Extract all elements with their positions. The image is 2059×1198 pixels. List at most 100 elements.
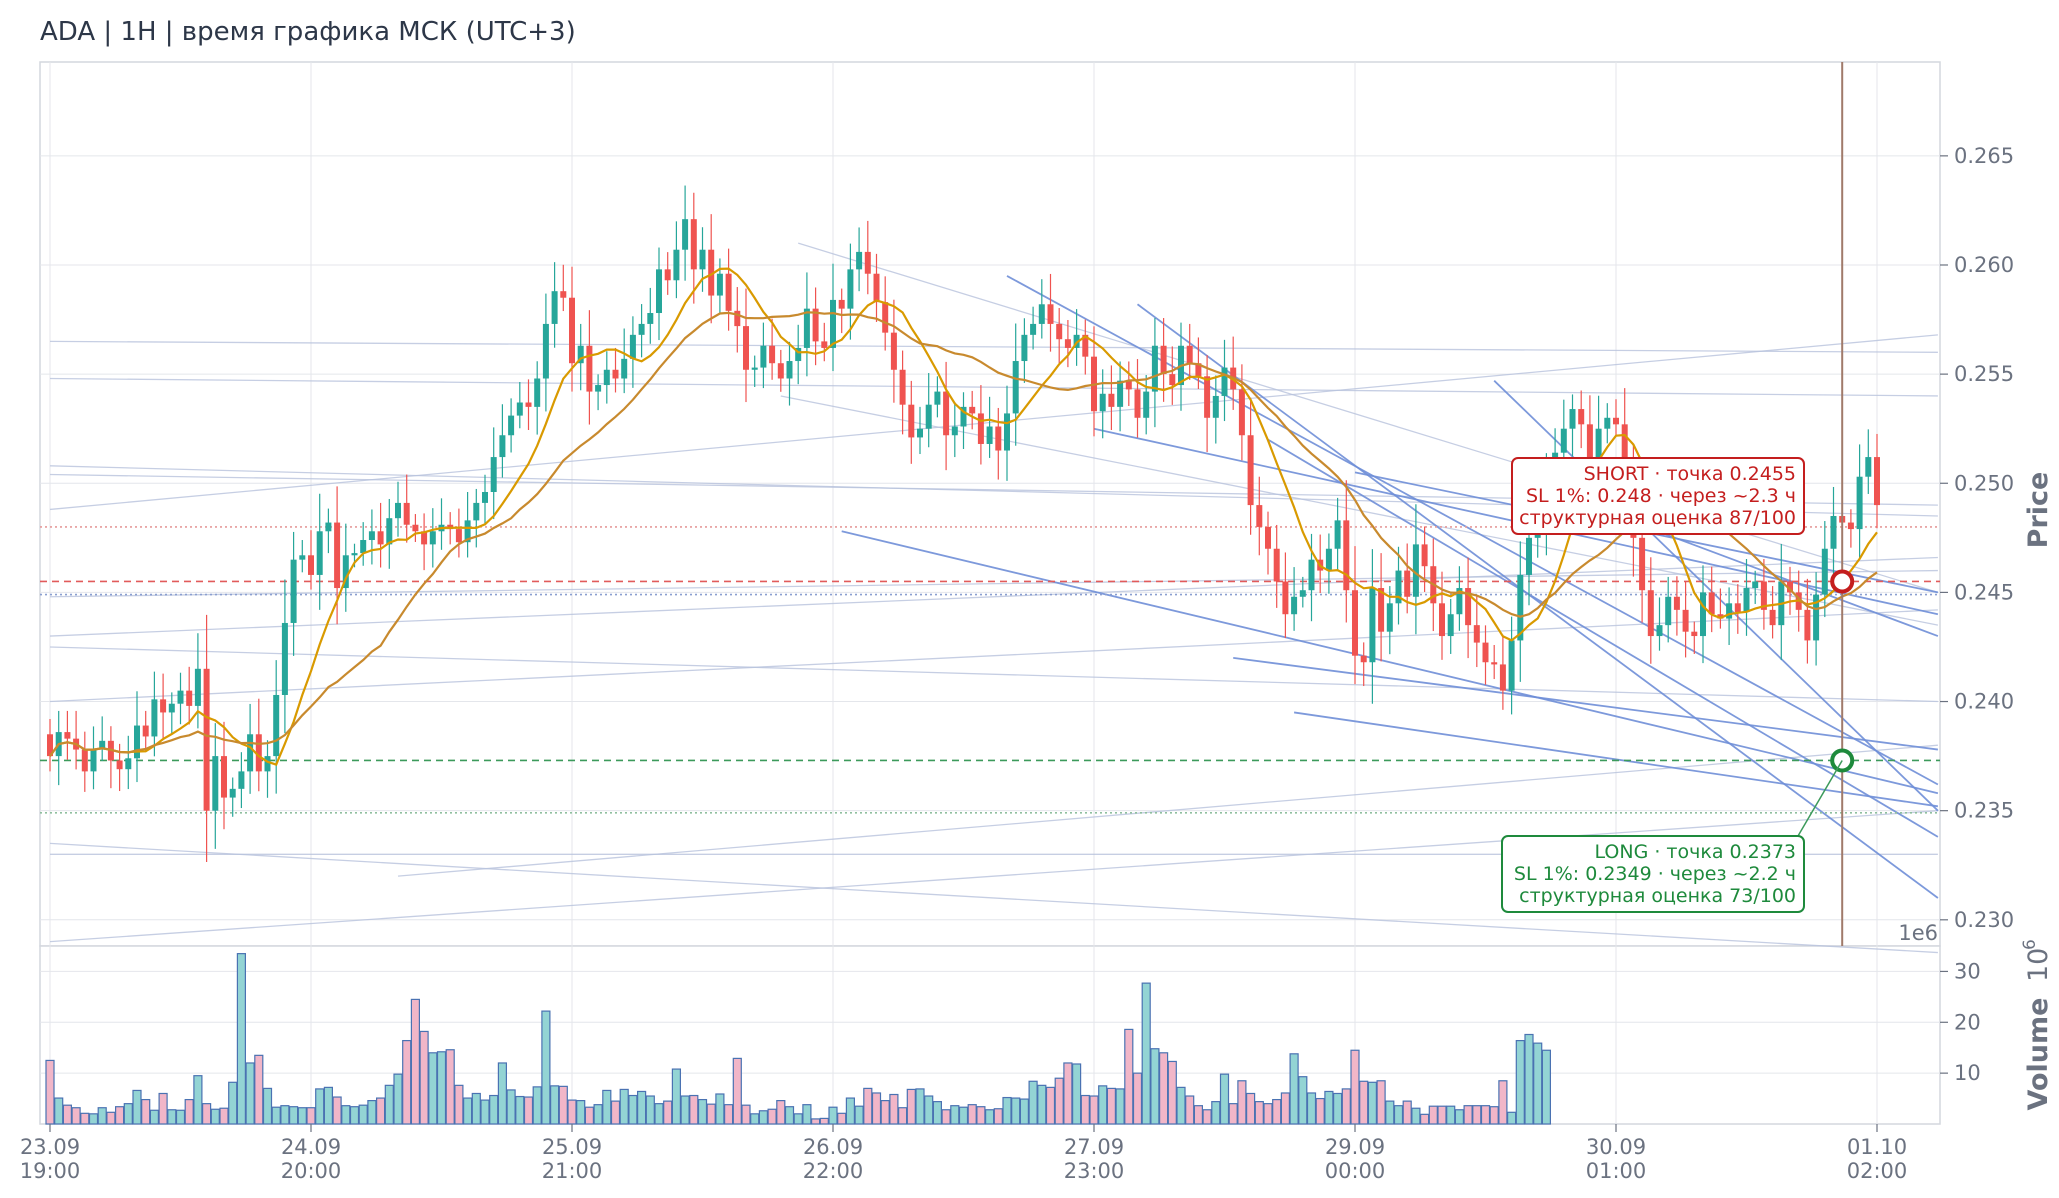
candle-body xyxy=(1404,570,1411,597)
candle-body xyxy=(899,369,906,405)
volume-bar xyxy=(445,1049,455,1125)
candle-body xyxy=(612,369,619,379)
candle-body xyxy=(812,308,819,342)
volume-bar xyxy=(1498,1080,1508,1125)
volume-bar xyxy=(802,1104,812,1125)
volume-bar xyxy=(1167,1060,1177,1125)
candle-body xyxy=(1047,304,1054,324)
candle-body xyxy=(934,391,941,405)
candle-body xyxy=(1064,339,1071,348)
volume-bar xyxy=(97,1107,107,1125)
candle-body xyxy=(508,415,515,436)
candle-body xyxy=(682,219,689,250)
volume-bar xyxy=(167,1109,177,1125)
volume-bar xyxy=(1437,1105,1447,1125)
candle-body xyxy=(264,756,271,772)
volume-bar xyxy=(837,1112,847,1125)
candle-body xyxy=(1012,361,1019,414)
volume-bar xyxy=(854,1105,864,1125)
candle-body xyxy=(890,332,897,370)
candle-body xyxy=(603,369,610,386)
candle-body xyxy=(856,251,863,270)
candle-body xyxy=(838,299,845,309)
volume-bar xyxy=(210,1108,220,1125)
short-annotation: SHORT · точка 0.2455 SL 1%: 0.248 · чере… xyxy=(1511,457,1805,535)
price-tick-label: 0.260 xyxy=(1954,253,2014,277)
volume-bar xyxy=(1263,1103,1273,1125)
candle-body xyxy=(125,758,132,770)
volume-bar xyxy=(1141,982,1151,1125)
volume-panel xyxy=(39,945,1941,1125)
volume-bar xyxy=(984,1109,995,1125)
volume-bar xyxy=(184,1098,194,1125)
volume-bar xyxy=(236,953,246,1125)
candle-body xyxy=(908,404,915,438)
candle-body xyxy=(1308,559,1315,591)
volume-bar xyxy=(976,1106,986,1125)
candle-body xyxy=(1386,603,1393,632)
volume-bar xyxy=(950,1105,960,1125)
candle-body xyxy=(595,385,602,392)
volume-bar xyxy=(123,1103,133,1125)
volume-bar xyxy=(1411,1107,1421,1125)
candle-body xyxy=(194,668,201,706)
candle-body xyxy=(1821,548,1828,595)
volume-bar xyxy=(723,1104,734,1125)
candle-body xyxy=(1656,625,1663,637)
candle-body xyxy=(1465,588,1472,626)
volume-bar xyxy=(784,1106,795,1125)
candle-body xyxy=(673,249,680,281)
trendline xyxy=(1493,380,1939,812)
time-tick-time: 19:00 xyxy=(20,1159,81,1183)
candle-body xyxy=(786,361,793,379)
volume-bar xyxy=(628,1094,638,1125)
candle-body xyxy=(1604,417,1611,429)
volume-bar xyxy=(776,1100,786,1125)
time-tick-time: 01:00 xyxy=(1586,1159,1647,1183)
candle-body xyxy=(1726,603,1733,619)
volume-bar xyxy=(80,1112,90,1125)
candle-body xyxy=(638,323,645,335)
candle-body xyxy=(142,725,149,737)
time-tick-time: 02:00 xyxy=(1847,1159,1908,1183)
volume-bar xyxy=(88,1113,99,1125)
candle-body xyxy=(751,367,758,370)
trendline xyxy=(1233,656,1939,751)
time-tick-time: 21:00 xyxy=(542,1159,603,1183)
time-tick-date: 30.09 xyxy=(1586,1135,1646,1159)
volume-bar xyxy=(1124,1028,1134,1125)
volume-bar xyxy=(915,1088,925,1125)
candle-body xyxy=(1334,520,1341,549)
candle-body xyxy=(577,345,584,364)
candle-body xyxy=(1247,435,1254,506)
candle-body xyxy=(664,269,671,281)
trendline xyxy=(49,609,1938,703)
candle-body xyxy=(830,299,836,348)
volume-bar xyxy=(897,1107,908,1125)
candle-body xyxy=(1787,581,1793,593)
candle-body xyxy=(325,522,332,532)
candle-body xyxy=(569,297,575,364)
volume-bar xyxy=(932,1101,943,1125)
candle-body xyxy=(1134,389,1141,418)
volume-bar xyxy=(480,1099,490,1125)
candle-body xyxy=(386,518,393,545)
price-axis-label: Price xyxy=(2023,472,2054,549)
volume-bar xyxy=(871,1092,882,1125)
candle-body xyxy=(1273,548,1280,582)
volume-bar xyxy=(219,1107,229,1125)
candle-body xyxy=(821,341,828,348)
volume-bar xyxy=(71,1107,81,1125)
candle-body xyxy=(299,555,306,560)
volume-bar xyxy=(680,1095,690,1125)
volume-bar xyxy=(1019,1098,1030,1125)
candle-body xyxy=(699,249,706,270)
volume-bar xyxy=(993,1108,1003,1125)
volume-bar xyxy=(593,1104,603,1125)
price-levels xyxy=(40,526,1940,814)
volume-bar xyxy=(367,1100,377,1125)
candle-body xyxy=(221,756,227,798)
candle-body xyxy=(960,406,967,427)
candle-body xyxy=(238,771,245,789)
candle-body xyxy=(177,690,184,704)
